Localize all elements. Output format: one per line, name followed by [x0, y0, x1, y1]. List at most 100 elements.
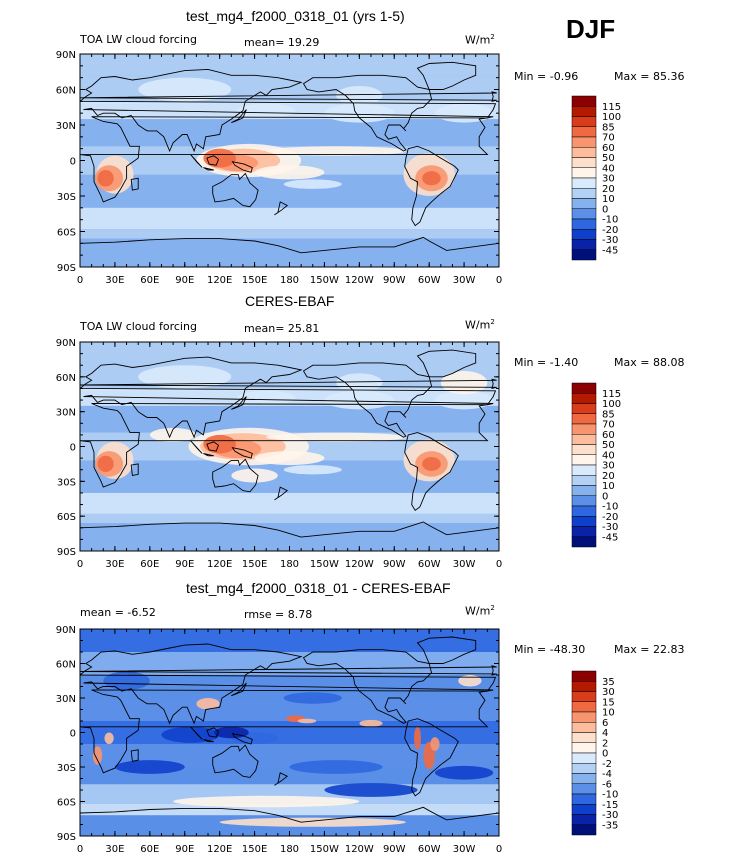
panel1-coastline: [231, 109, 247, 124]
panel2-field-blob: [440, 371, 488, 395]
panel3-ytick-label: 30N: [56, 694, 76, 705]
panel1-ytick-label: 30S: [57, 192, 76, 203]
panel3-coastline: [80, 643, 497, 725]
panel3-field-blob: [359, 719, 383, 727]
panel1-units-exp: 2: [490, 33, 495, 41]
panel1-field-blob: [283, 179, 342, 189]
panel2-band: [80, 492, 499, 514]
panel2-colorbar-label: 0: [602, 491, 608, 502]
panel3-field-blob: [414, 726, 422, 750]
panel2-band: [80, 342, 499, 363]
panel1-ytick-label: 90N: [56, 50, 76, 61]
panel3-band: [80, 767, 499, 785]
panel1-max-label: Max = 85.36: [614, 70, 685, 83]
panel3-coastline: [231, 682, 247, 697]
panel1-colorbar-label: 70: [602, 133, 615, 144]
panel2-colorbar-label: -20: [602, 512, 618, 523]
panel2-field-blob: [266, 432, 406, 442]
panel3-field-blob: [173, 795, 360, 808]
panel2-coastline: [80, 378, 497, 390]
panel3-xtick-label: 30W: [453, 844, 476, 855]
panel3-field-blob: [114, 760, 185, 774]
panel2-colorbar-label: 40: [602, 450, 615, 461]
panel3-field: [80, 629, 499, 836]
panel2-field-blob: [138, 365, 232, 389]
panel1-left-label: TOA LW cloud forcing: [80, 33, 197, 46]
panel1-xtick-label: 180: [280, 275, 299, 286]
panel2-field-blob: [254, 451, 325, 466]
panel2-colorbar-label: 115: [602, 389, 621, 400]
panel3-xtick-label: 90W: [383, 844, 406, 855]
panel2-colorbar-box: [571, 475, 597, 486]
panel3-xtick-label: 30E: [105, 844, 124, 855]
panel1-xtick-label: 60W: [418, 275, 441, 286]
panel2-coastline: [203, 453, 214, 457]
panel3-field-blob: [289, 760, 383, 774]
panel3-field-blob: [213, 726, 249, 739]
panel2-coastline: [302, 362, 432, 438]
panel3-coastline: [416, 636, 477, 664]
panel2-coastline: [404, 432, 459, 512]
panel1-field-blob: [336, 85, 383, 105]
panel3-xtick-label: 180: [280, 844, 299, 855]
panel1-field-blob: [237, 103, 296, 118]
panel1-colorbar-box: [571, 188, 597, 199]
panel1-colorbar-label: -20: [602, 225, 618, 236]
panel2-colorbar-box: [571, 434, 597, 445]
panel3-coastline: [302, 649, 432, 724]
panel1-field-blob: [254, 165, 325, 180]
panel2-colorbar-box: [571, 516, 597, 527]
panel2-xtick-label: 0: [77, 559, 83, 570]
panel1-colorbar-box: [571, 198, 597, 209]
panel2-ytick-label: 0: [70, 443, 76, 454]
panel2-ytick-label: 60S: [57, 512, 76, 523]
season-label: DJF: [566, 14, 616, 44]
panel1-xtick-label: 60E: [140, 275, 159, 286]
panel3-map: 0 30E 60E 90E 120E 150E 180 150W 120W 90W 60W 30W 09…: [56, 625, 619, 855]
panel2-xtick-label: 120W: [345, 559, 374, 570]
panel3-xtick-label: 60W: [418, 844, 441, 855]
panel3-colorbar-box: [571, 763, 597, 774]
panel1-coastline: [302, 74, 432, 152]
panel2-colorbar-label: 70: [602, 420, 615, 431]
panel3-field-blob: [430, 737, 440, 751]
panel2-field-blob: [237, 390, 296, 405]
panel2-xtick-label: 0: [496, 559, 502, 570]
panel3-field-blob: [434, 765, 494, 780]
panel3-xtick-label: 150W: [310, 844, 339, 855]
panel2-coastline: [80, 521, 499, 551]
panel3-ytick-label: 90S: [57, 832, 76, 843]
panel1-xtick-label: 150E: [242, 275, 267, 286]
panel1-field-blob: [203, 148, 236, 168]
panel3-colorbar-label: -15: [602, 800, 618, 811]
panel3-field-blob: [283, 692, 342, 704]
panel2-field-blob: [324, 390, 395, 410]
panel3-xtick-label: 120W: [345, 844, 374, 855]
panel3-ytick-label: 60S: [57, 798, 76, 809]
panel2-xtick-label: 90W: [383, 559, 406, 570]
panel2-colorbar-label: 85: [602, 409, 615, 420]
panel1-field-blob: [434, 103, 494, 123]
panel2-coastline: [80, 403, 489, 488]
panel3-mean-label: mean = -6.52: [80, 606, 156, 619]
panel2-field-blob: [283, 465, 342, 475]
panel3-colorbar-label: -4: [602, 769, 612, 780]
panel1-colorbar-label: 40: [602, 163, 615, 174]
panel2-field-blob: [149, 427, 197, 442]
panel1-xtick-label: 30W: [453, 275, 476, 286]
panel1-colorbar-box: [571, 95, 597, 107]
panel1-coastline: [416, 61, 477, 90]
panel2-colorbar-label: -10: [602, 502, 618, 513]
panel3-colorbar-label: -30: [602, 810, 618, 821]
panel2-colorbar-box: [571, 464, 597, 476]
panel2-xtick-label: 60E: [140, 559, 159, 570]
panel2-xtick-label: 90E: [175, 559, 194, 570]
panel1-colorbar-label: -45: [602, 245, 618, 256]
panel1-coastline: [404, 145, 459, 227]
panel3-colorbar-box: [571, 773, 597, 784]
panel3-rmse-label: rmse = 8.78: [244, 608, 313, 621]
panel3-coastline: [130, 749, 139, 762]
panel1-coastline: [80, 68, 497, 153]
panel2-coastline: [130, 463, 139, 477]
panel1-colorbar-label: 30: [602, 174, 615, 185]
